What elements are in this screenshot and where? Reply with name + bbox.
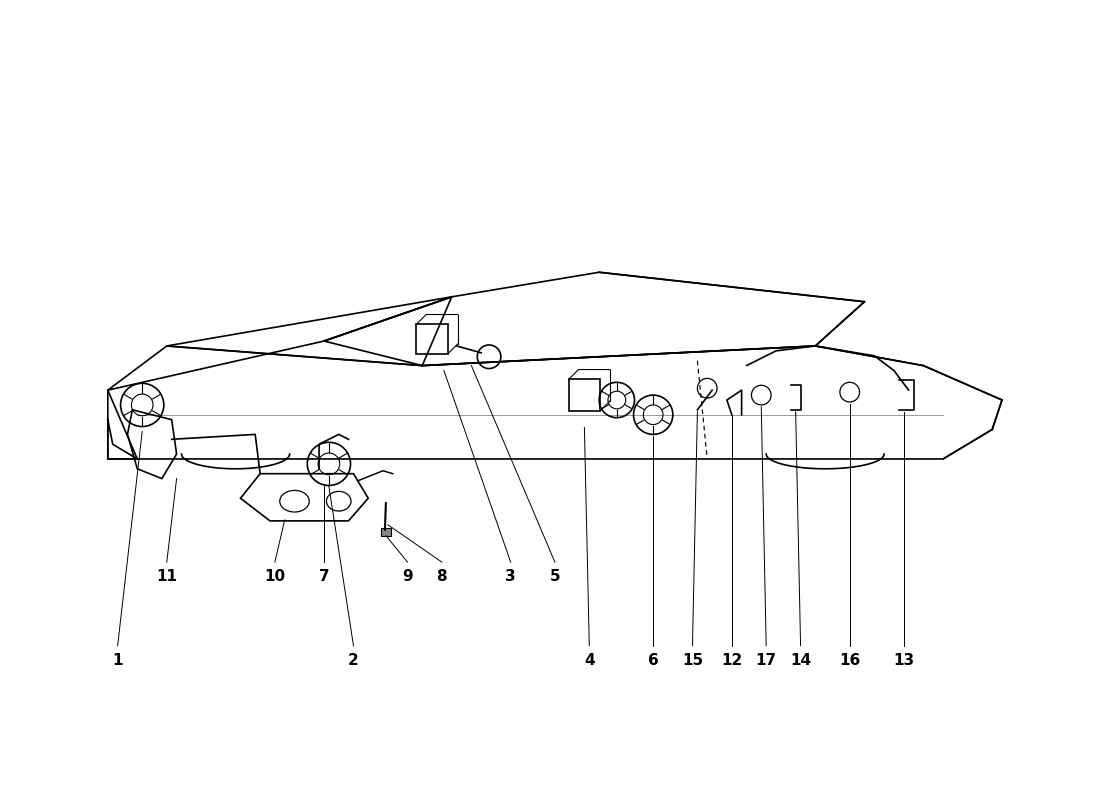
Text: 12: 12 xyxy=(722,653,742,668)
Text: 14: 14 xyxy=(790,653,811,668)
Text: 17: 17 xyxy=(756,653,777,668)
Text: 10: 10 xyxy=(264,570,285,584)
Text: 1: 1 xyxy=(112,653,123,668)
Text: 7: 7 xyxy=(319,570,329,584)
Text: 3: 3 xyxy=(505,570,516,584)
Text: 6: 6 xyxy=(648,653,659,668)
Text: 2: 2 xyxy=(348,653,359,668)
Text: 4: 4 xyxy=(584,653,595,668)
Text: 8: 8 xyxy=(437,570,448,584)
Text: 11: 11 xyxy=(156,570,177,584)
Text: 5: 5 xyxy=(550,570,560,584)
Bar xyxy=(417,324,448,354)
Bar xyxy=(569,379,601,411)
Text: 13: 13 xyxy=(893,653,914,668)
Text: 15: 15 xyxy=(682,653,703,668)
Bar xyxy=(381,528,390,536)
Text: 16: 16 xyxy=(839,653,860,668)
Text: 9: 9 xyxy=(403,570,412,584)
